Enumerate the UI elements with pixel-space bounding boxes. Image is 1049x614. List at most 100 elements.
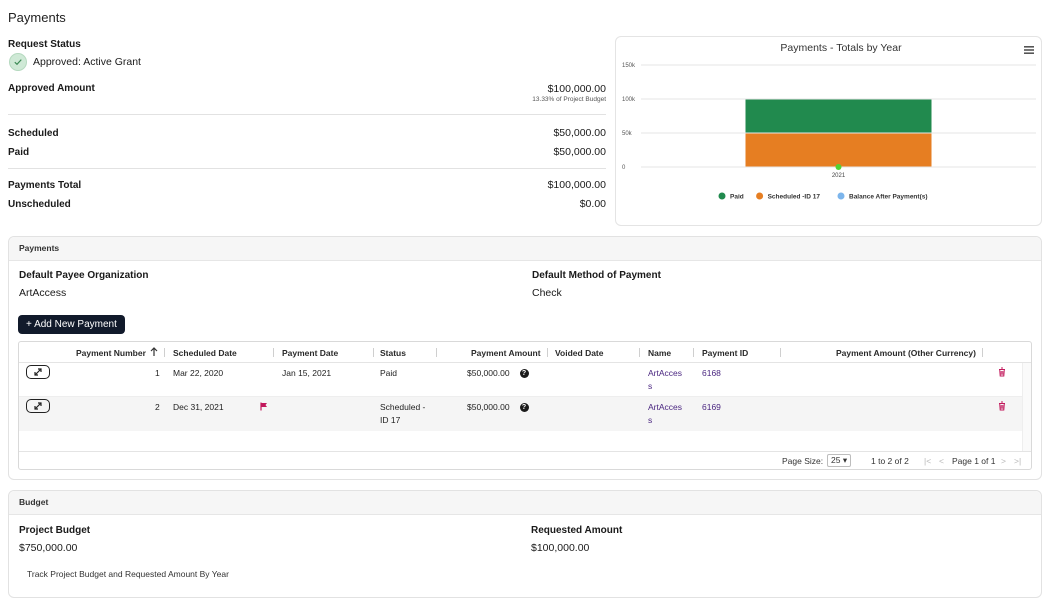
column-header-payment-number[interactable]: Payment Number	[76, 348, 146, 358]
payment-id-link[interactable]: 6168	[702, 368, 721, 378]
column-header-voided-date[interactable]: Voided Date	[555, 348, 604, 358]
status: Scheduled -	[380, 402, 426, 412]
y-tick-label: 100k	[622, 97, 636, 103]
budget-panel: Budget	[8, 490, 1042, 598]
status: Paid	[380, 368, 398, 378]
column-separator[interactable]	[982, 348, 983, 357]
grid-header: Payment Number Scheduled Date Payment Da…	[19, 342, 1031, 363]
page-size-value: 25	[831, 455, 841, 465]
arrow-up-icon[interactable]	[150, 347, 158, 360]
column-header-payment-id[interactable]: Payment ID	[702, 348, 749, 358]
legend-dot	[837, 192, 845, 200]
trash-icon[interactable]	[998, 367, 1006, 380]
legend-label: Balance After Payment(s)	[849, 194, 928, 201]
table-row[interactable]: 2 Dec 31, 2021 Scheduled - ID 17 $50,000…	[19, 397, 1022, 431]
flag-icon	[260, 402, 268, 414]
bar-paid	[745, 99, 932, 133]
payment-number: 1	[155, 368, 160, 378]
payee-name-link[interactable]: ArtAcces	[648, 368, 683, 378]
default-payee-label: Default Payee Organization	[19, 270, 149, 281]
column-header-payment-date[interactable]: Payment Date	[282, 348, 339, 358]
scheduled-label: Scheduled	[8, 128, 59, 139]
grid-footer-divider	[19, 451, 1031, 452]
divider	[8, 114, 606, 115]
payments-total-value: $100,000.00	[547, 179, 606, 191]
approved-amount-value: $100,000.00	[547, 83, 606, 95]
column-header-name[interactable]: Name	[648, 348, 672, 358]
add-new-payment-label: + Add New Payment	[26, 319, 117, 330]
legend-item[interactable]: Paid	[718, 192, 744, 201]
column-separator[interactable]	[547, 348, 548, 357]
chart-y-axis: 0 50k 100k 150k	[622, 63, 636, 171]
table-row[interactable]: 1 Mar 22, 2020 Jan 15, 2021 Paid $50,000…	[19, 363, 1022, 397]
legend-item[interactable]: Balance After Payment(s)	[837, 192, 928, 201]
request-status-label: Request Status	[8, 39, 81, 50]
expand-icon[interactable]	[26, 399, 50, 413]
default-method-label: Default Method of Payment	[532, 270, 661, 281]
column-separator[interactable]	[373, 348, 374, 357]
column-separator[interactable]	[164, 348, 165, 357]
column-header-scheduled-date[interactable]: Scheduled Date	[173, 348, 237, 358]
scheduled-date: Mar 22, 2020	[173, 368, 224, 378]
column-separator[interactable]	[273, 348, 274, 357]
first-page-icon[interactable]: |<	[924, 456, 932, 466]
payee-name-link-cont[interactable]: s	[648, 381, 653, 391]
divider	[8, 168, 606, 169]
prev-page-icon[interactable]: <	[939, 456, 944, 466]
chart-x-axis: 2021	[832, 173, 846, 179]
payment-id-link[interactable]: 6169	[702, 402, 721, 412]
legend-item[interactable]: Scheduled -ID 17	[756, 192, 821, 201]
column-separator[interactable]	[436, 348, 437, 357]
request-status: Approved: Active Grant	[9, 53, 141, 71]
add-new-payment-button[interactable]: + Add New Payment	[18, 315, 125, 334]
help-icon[interactable]: ?	[519, 369, 529, 379]
page-size-select[interactable]: 25 ▾	[827, 454, 852, 467]
scheduled-value: $50,000.00	[553, 127, 606, 139]
status-cont: ID 17	[380, 415, 401, 425]
column-separator[interactable]	[693, 348, 694, 357]
expand-icon[interactable]	[26, 365, 50, 379]
trash-icon[interactable]	[998, 401, 1006, 414]
page-title: Payments	[8, 10, 66, 25]
vertical-scrollbar[interactable]	[1022, 363, 1031, 451]
payment-amount: $50,000.00?	[467, 402, 529, 413]
column-separator[interactable]	[780, 348, 781, 357]
chart-bars	[745, 99, 932, 170]
chart-legend: Paid Scheduled -ID 17 Balance After Paymen…	[718, 192, 928, 201]
check-icon	[9, 53, 27, 71]
payments-total-label: Payments Total	[8, 180, 82, 191]
bar-scheduled-id-17	[745, 133, 932, 167]
hamburger-menu-icon[interactable]	[1023, 45, 1035, 55]
column-header-payment-amount-other-currency[interactable]: Payment Amount (Other Currency)	[836, 348, 976, 358]
payments-chart: Payments - Totals by Year 0 50k 100k 150k 2…	[622, 42, 1036, 201]
payment-date: Jan 15, 2021	[282, 368, 332, 378]
requested-amount-value: $100,000.00	[531, 542, 590, 554]
scheduled-date: Dec 31, 2021	[173, 402, 224, 412]
payments-grid: Payment Number Scheduled Date Payment Da…	[18, 341, 1032, 470]
column-separator[interactable]	[639, 348, 640, 357]
legend-label: Paid	[730, 194, 744, 201]
unscheduled-label: Unscheduled	[8, 199, 71, 210]
payee-name-link[interactable]: ArtAcces	[648, 402, 683, 412]
payee-name-link-cont[interactable]: s	[648, 415, 653, 425]
unscheduled-value: $0.00	[579, 198, 606, 210]
default-method-value: Check	[532, 287, 562, 299]
balance-point	[835, 164, 842, 170]
column-header-payment-amount[interactable]: Payment Amount	[471, 348, 541, 358]
legend-label: Scheduled -ID 17	[768, 194, 821, 201]
payments-panel-header: Payments	[9, 237, 1041, 261]
payments-chart-card: Payments - Totals by Year 0 50k 100k 150k 2…	[615, 36, 1042, 226]
request-status-value: Approved: Active Grant	[33, 56, 141, 68]
last-page-icon[interactable]: >|	[1014, 456, 1022, 466]
project-budget-label: Project Budget	[19, 525, 91, 536]
page-size-label: Page Size:	[782, 456, 824, 466]
column-header-status[interactable]: Status	[380, 348, 406, 358]
project-budget-value: $750,000.00	[19, 542, 78, 554]
y-tick-label: 150k	[622, 63, 636, 69]
paid-value: $50,000.00	[553, 146, 606, 158]
track-budget-link[interactable]: Track Project Budget and Requested Amoun…	[27, 569, 229, 579]
paid-label: Paid	[8, 147, 30, 158]
next-page-icon[interactable]: >	[1001, 456, 1006, 466]
payment-amount: $50,000.00?	[467, 368, 529, 379]
help-icon[interactable]: ?	[519, 403, 529, 413]
